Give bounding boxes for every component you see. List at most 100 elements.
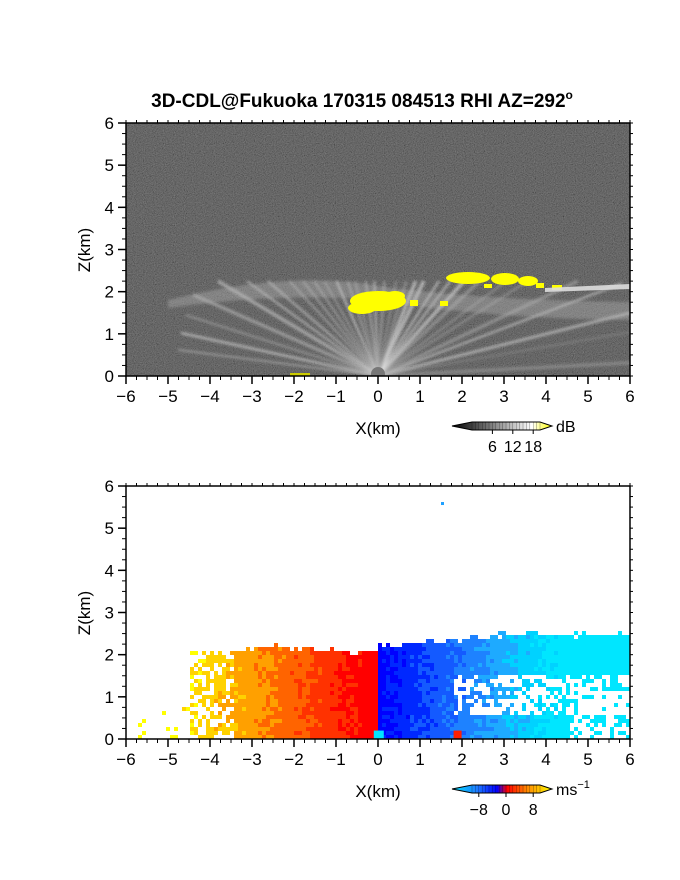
velocity-cell [250,711,254,715]
velocity-cell [282,691,286,695]
velocity-cell [190,703,194,707]
velocity-cell [338,715,342,719]
velocity-cell [274,675,278,679]
velocity-cell [438,731,442,735]
velocity-cell [330,723,334,727]
velocity-cell [262,711,266,715]
velocity-cell [446,655,450,659]
backscatter-x-tick-label: 4 [541,387,550,406]
velocity-cell [210,703,214,707]
velocity-cell [546,719,550,723]
velocity-cell [238,683,242,687]
velocity-cell [326,731,330,735]
velocity-cell [390,707,394,711]
velocity-cell [374,703,378,707]
velocity-cell [278,687,282,691]
velocity-cell [570,731,574,735]
velocity-cell [298,699,302,703]
velocity-cell [534,651,538,655]
velocity-y-tick-label: 2 [105,646,114,665]
velocity-cell [622,635,626,639]
velocity-cell [538,643,542,647]
velocity-cell [454,671,458,675]
velocity-cell [266,703,270,707]
velocity-cell [410,655,414,659]
velocity-cell [326,655,330,659]
velocity-cell [590,647,594,651]
velocity-cell [326,699,330,703]
velocity-cell [466,647,470,651]
velocity-cell [510,723,514,727]
velocity-cell [334,651,338,655]
velocity-cell [366,723,370,727]
velocity-cell [454,639,458,643]
velocity-cell [354,655,358,659]
velocity-cell [430,639,434,643]
velocity-cell [582,695,586,699]
velocity-cell [370,659,374,663]
velocity-cell [326,683,330,687]
velocity-cell [438,711,442,715]
velocity-cell [358,695,362,699]
velocity-cell [546,715,550,719]
velocity-cell [514,663,518,667]
velocity-cell [278,679,282,683]
velocity-cell [502,723,506,727]
velocity-cell [286,723,290,727]
velocity-cell [310,675,314,679]
velocity-cell [626,723,630,727]
velocity-cell [494,695,498,699]
velocity-cell [482,667,486,671]
velocity-cell [234,735,238,739]
velocity-cell [438,675,442,679]
velocity-cell [582,655,586,659]
velocity-cell [474,635,478,639]
velocity-cell [438,727,442,731]
velocity-cell [238,723,242,727]
velocity-cell [614,667,618,671]
velocity-cell [498,651,502,655]
velocity-cell [326,719,330,723]
velocity-cell [546,671,550,675]
velocity-cell [602,671,606,675]
velocity-cell [602,683,606,687]
velocity-cell [326,687,330,691]
velocity-cell [442,663,446,667]
velocity-cell [206,719,210,723]
velocity-cell [538,723,542,727]
velocity-cell [614,647,618,651]
velocity-cell [306,691,310,695]
velocity-cell [462,707,466,711]
backscatter-ray [377,280,529,376]
velocity-cell [498,719,502,723]
velocity-cell [406,691,410,695]
velocity-cell [318,671,322,675]
velocity-cell [514,719,518,723]
velocity-cell [518,655,522,659]
velocity-cell [526,655,530,659]
velocity-cell [414,691,418,695]
velocity-cell [470,655,474,659]
velocity-cell [586,655,590,659]
velocity-cell [302,695,306,699]
velocity-cell [414,703,418,707]
velocity-cell [434,651,438,655]
velocity-cell [254,675,258,679]
velocity-cell [366,711,370,715]
velocity-cell [558,659,562,663]
velocity-cell [266,671,270,675]
velocity-cell [486,723,490,727]
velocity-cell [446,691,450,695]
velocity-cell [222,703,226,707]
velocity-cell [298,659,302,663]
velocity-cell [378,659,382,663]
velocity-cell [578,667,582,671]
velocity-cell [614,723,618,727]
velocity-cell [518,675,522,679]
velocity-cell [414,707,418,711]
velocity-cell [538,651,542,655]
velocity-cell [562,647,566,651]
velocity-cell [250,655,254,659]
velocity-cell [334,699,338,703]
velocity-cell [266,655,270,659]
